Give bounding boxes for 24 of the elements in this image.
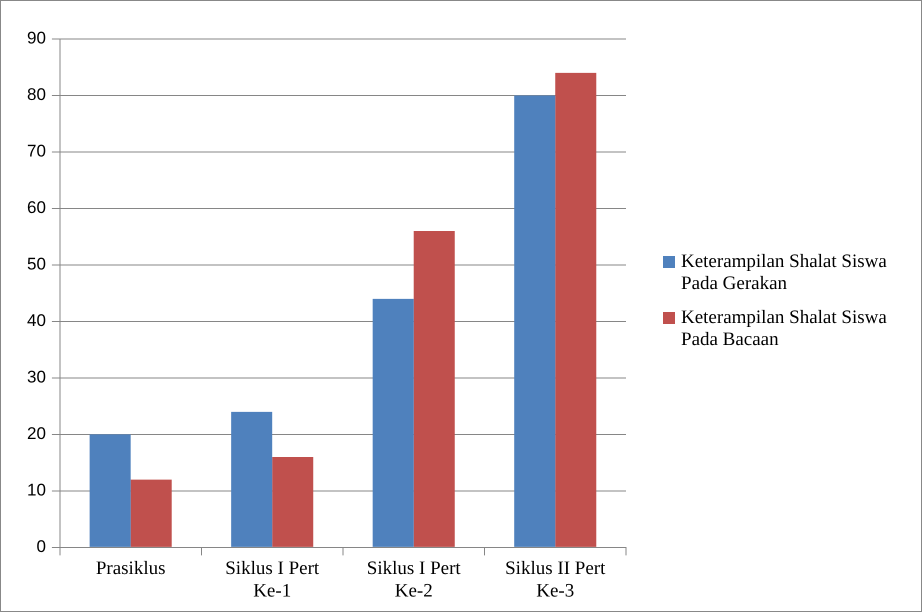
y-tick-label: 80 bbox=[26, 85, 46, 104]
x-tick-label: Siklus I Pert Ke-2 bbox=[366, 558, 462, 602]
bar bbox=[414, 231, 455, 547]
legend-label: Keterampilan Shalat Siswa Pada Gerakan bbox=[681, 251, 888, 295]
legend-label: Keterampilan Shalat Siswa Pada Bacaan bbox=[681, 307, 888, 351]
x-tick-label: Prasiklus bbox=[96, 558, 166, 579]
bar bbox=[231, 412, 272, 547]
y-tick-label: 40 bbox=[26, 311, 46, 330]
bar bbox=[130, 480, 172, 547]
bar bbox=[372, 298, 414, 547]
y-tick-label: 0 bbox=[36, 537, 46, 556]
bar bbox=[90, 434, 131, 547]
y-tick-label: 20 bbox=[26, 424, 46, 444]
bar bbox=[272, 457, 314, 547]
y-tick-label: 30 bbox=[26, 368, 46, 387]
y-tick-label: 50 bbox=[26, 254, 46, 274]
bar bbox=[514, 95, 556, 547]
y-tick-label: 90 bbox=[26, 28, 46, 48]
y-tick-label: 70 bbox=[26, 142, 46, 161]
x-tick-label: Siklus II Pert Ke-3 bbox=[505, 558, 606, 602]
y-tick-label: 60 bbox=[26, 198, 46, 218]
x-tick-label: Siklus I Pert Ke-1 bbox=[225, 558, 320, 602]
bar bbox=[555, 72, 596, 547]
y-tick-label: 10 bbox=[26, 480, 46, 500]
